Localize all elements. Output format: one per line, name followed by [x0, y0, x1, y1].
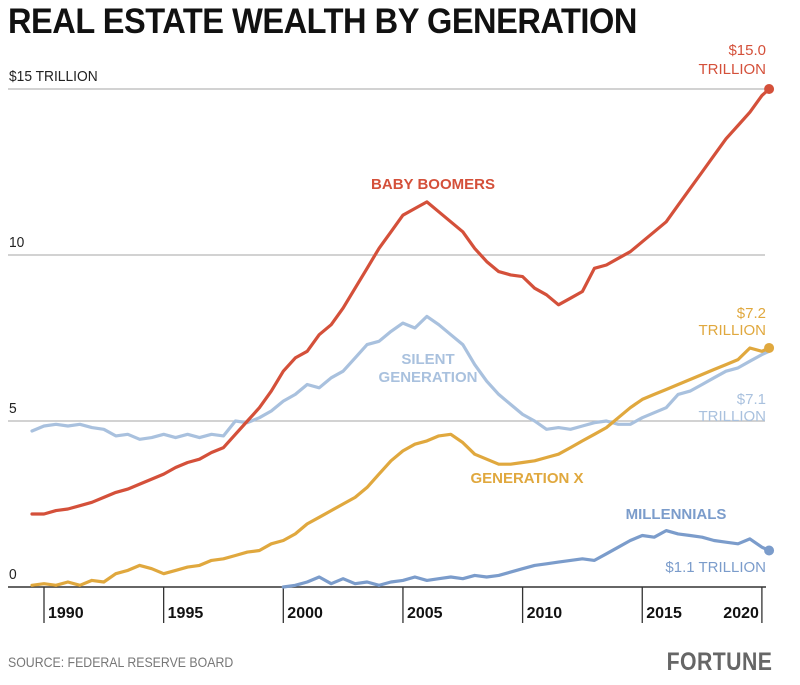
brand-logo: FORTUNE	[666, 648, 772, 676]
source-note: SOURCE: FEDERAL RESERVE BOARD	[8, 654, 234, 670]
y-tick-label: 10	[9, 235, 24, 252]
y-tick-label: 0	[9, 567, 17, 584]
annotation-generation-x: GENERATION X	[470, 470, 583, 487]
end-label-generation-x: $7.2	[737, 305, 766, 322]
x-tick-label: 2020	[723, 605, 759, 622]
y-tick-label: 5	[9, 401, 17, 418]
annotation-baby-boomers: BABY BOOMERS	[371, 176, 495, 193]
y-tick-label: $15 TRILLION	[9, 69, 98, 86]
annotation-silent-generation: GENERATION	[379, 369, 478, 386]
x-tick-label: 2010	[527, 605, 563, 622]
end-label-generation-x: TRILLION	[698, 322, 766, 339]
x-axis: 1990 1995 2000 2005 2010 2015 2020	[8, 586, 766, 623]
x-tick-label: 2015	[646, 605, 682, 622]
y-axis-labels: 0 5 10 $15 TRILLION	[9, 69, 98, 584]
annotation-millennials: MILLENNIALS	[626, 506, 727, 523]
end-marker-baby-boomers	[764, 84, 775, 94]
series-line-baby-boomers	[30, 87, 771, 516]
x-tick-label: 2005	[407, 605, 443, 622]
series-line-silent-generation	[30, 314, 771, 441]
chart-title: REAL ESTATE WEALTH BY GENERATION	[8, 2, 637, 41]
end-label-silent-generation: TRILLION	[698, 408, 766, 425]
end-label-baby-boomers: $15.0	[728, 42, 766, 59]
series-labels: $15.0TRILLION$7.2TRILLION$7.1TRILLION$1.…	[371, 42, 766, 576]
end-label-baby-boomers: TRILLION	[698, 61, 766, 78]
x-tick-label: 1990	[48, 605, 84, 622]
x-tick-label: 1995	[168, 605, 204, 622]
end-marker-generation-x	[764, 342, 775, 353]
series-lines	[30, 84, 775, 589]
series-line-millennials	[281, 529, 771, 589]
series-line-generation-x	[30, 346, 771, 587]
end-marker-millennials	[764, 545, 775, 556]
x-tick-label: 2000	[287, 605, 323, 622]
end-label-silent-generation: $7.1	[737, 391, 766, 408]
annotation-silent-generation: SILENT	[401, 351, 454, 368]
end-label-millennials: $1.1 TRILLION	[665, 559, 766, 576]
